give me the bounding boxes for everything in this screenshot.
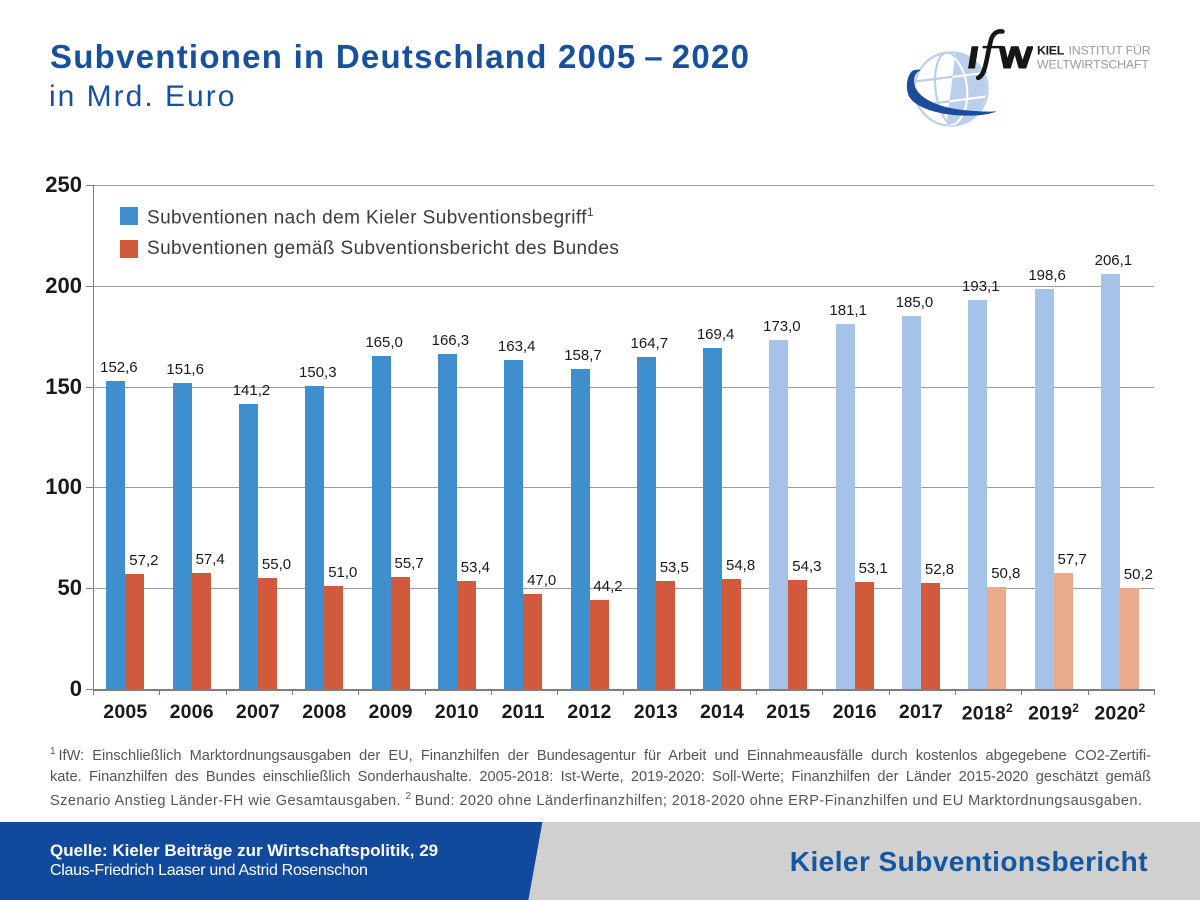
svg-text:WELTWIRTSCHAFT: WELTWIRTSCHAFT <box>1037 58 1149 72</box>
svg-text:INSTITUT FÜR: INSTITUT FÜR <box>1069 44 1151 58</box>
svg-text:KIEL: KIEL <box>1037 44 1065 58</box>
